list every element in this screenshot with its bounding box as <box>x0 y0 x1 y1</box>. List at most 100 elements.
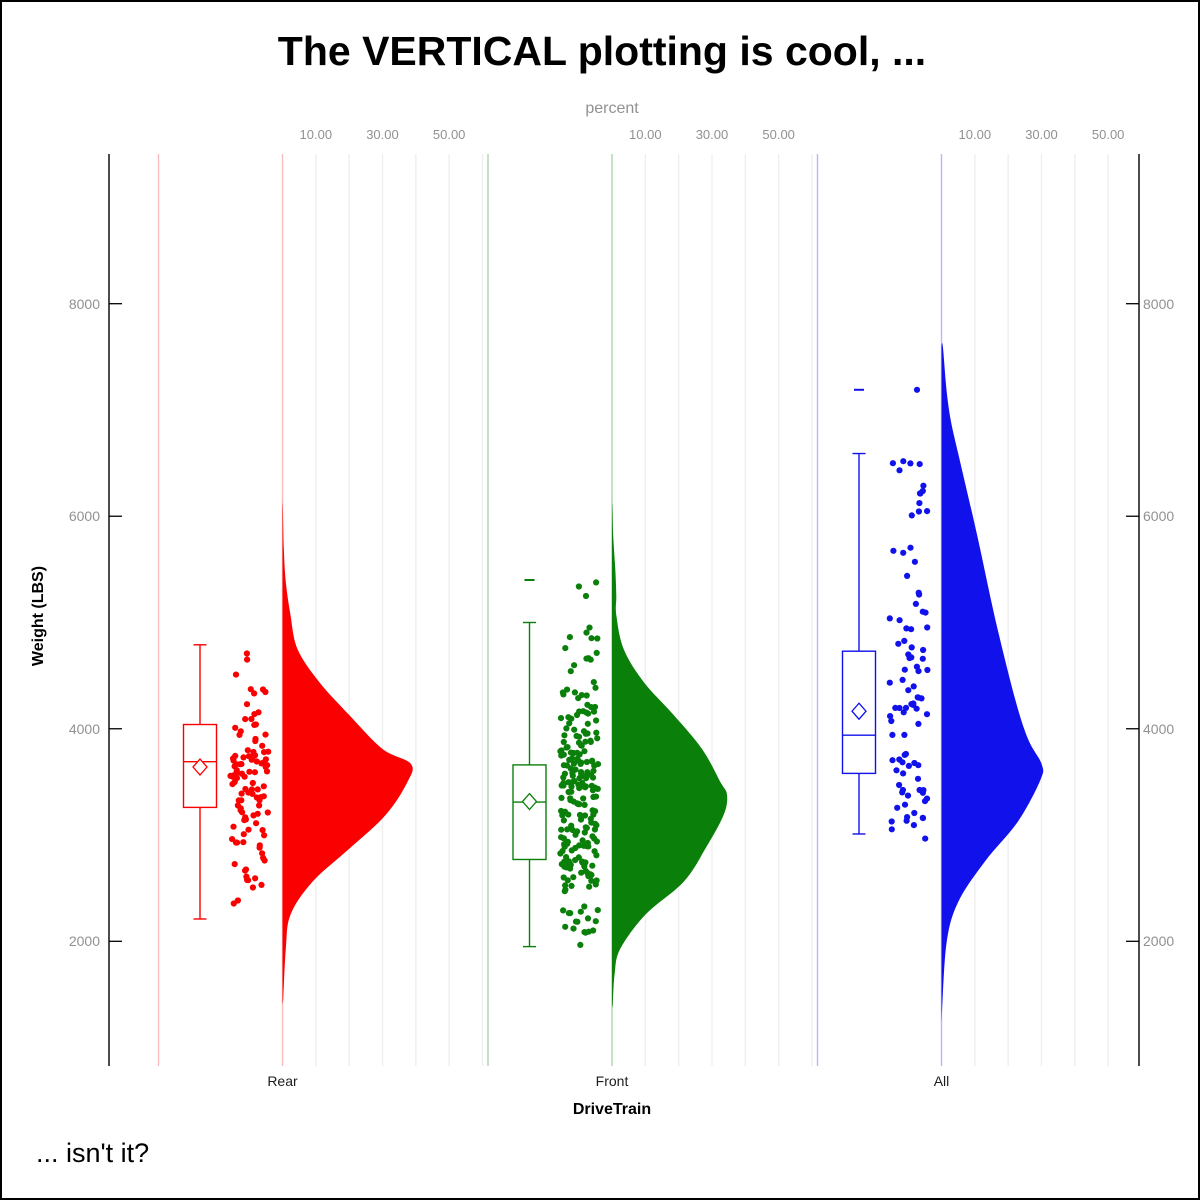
data-point <box>915 508 923 515</box>
data-point <box>572 831 579 838</box>
data-point <box>899 759 906 766</box>
data-point <box>581 903 588 910</box>
data-point <box>899 786 907 794</box>
mean-diamond <box>192 758 208 777</box>
data-point <box>564 877 571 884</box>
data-point <box>919 655 926 662</box>
data-point <box>233 839 241 846</box>
data-point <box>240 754 247 761</box>
data-point <box>582 592 590 600</box>
mean-diamond <box>851 702 867 721</box>
data-point <box>896 704 903 712</box>
data-point <box>894 804 901 811</box>
data-point <box>557 850 564 857</box>
data-point <box>240 839 247 846</box>
data-point <box>254 786 261 793</box>
data-point <box>582 738 589 745</box>
data-point <box>567 668 574 675</box>
data-point <box>245 826 252 833</box>
data-point <box>588 635 595 642</box>
data-point <box>588 819 595 826</box>
jitter-dots <box>227 650 272 907</box>
weight-tick-label-right: 4000 <box>1143 720 1175 737</box>
weight-axes <box>108 154 1140 1066</box>
half-violin <box>282 502 413 1004</box>
data-point <box>567 749 575 756</box>
data-point <box>588 877 595 884</box>
data-point <box>558 834 565 841</box>
data-point <box>592 684 599 691</box>
data-point <box>568 882 575 890</box>
data-point <box>591 826 599 833</box>
data-point <box>578 770 585 778</box>
data-point <box>919 608 926 615</box>
data-point <box>591 703 599 711</box>
data-point <box>571 662 578 669</box>
data-point <box>583 758 591 766</box>
data-point <box>915 720 922 728</box>
drivetrain-axis-label: DriveTrain <box>572 1101 652 1118</box>
data-point <box>558 752 565 759</box>
data-point <box>238 770 245 777</box>
data-point <box>572 844 579 852</box>
data-point <box>563 762 571 769</box>
data-point <box>575 781 582 788</box>
data-point <box>567 865 574 872</box>
data-point <box>915 762 922 769</box>
data-point <box>904 572 911 580</box>
data-point <box>262 731 269 738</box>
mean-diamond <box>521 792 538 811</box>
data-point <box>572 766 579 773</box>
data-point <box>580 859 587 866</box>
data-point <box>924 624 931 631</box>
data-point <box>244 656 251 663</box>
percent-axis-label: percent <box>585 100 639 117</box>
data-point <box>558 794 565 802</box>
data-point <box>560 779 567 787</box>
data-point <box>259 742 266 749</box>
data-point <box>908 512 915 519</box>
data-point <box>236 731 243 739</box>
data-point <box>907 544 914 551</box>
data-point <box>581 801 588 809</box>
data-point <box>561 863 568 870</box>
data-point <box>919 487 926 495</box>
data-point <box>569 755 576 762</box>
data-point <box>262 688 269 696</box>
data-point <box>593 729 600 736</box>
data-point <box>589 757 596 764</box>
data-point <box>582 730 589 737</box>
data-point <box>592 793 600 800</box>
data-point <box>559 812 566 819</box>
data-point <box>564 826 571 833</box>
data-point <box>577 941 584 949</box>
data-point <box>242 716 249 723</box>
weight-tick-label-right: 8000 <box>1143 295 1175 312</box>
data-point <box>914 694 921 701</box>
data-point <box>573 732 580 740</box>
data-point <box>238 761 245 768</box>
data-point <box>565 714 572 721</box>
data-point <box>908 626 915 633</box>
weight-tick-label-right: 2000 <box>1143 933 1175 950</box>
data-point <box>575 583 583 590</box>
data-point <box>919 815 927 822</box>
data-point <box>577 816 585 823</box>
data-point <box>594 735 601 742</box>
data-point <box>912 600 920 608</box>
percent-tick-label: 10.00 <box>958 127 992 142</box>
data-point <box>584 840 591 848</box>
data-point <box>232 724 239 731</box>
data-point <box>903 625 910 632</box>
data-point <box>230 900 237 907</box>
data-point <box>924 666 931 674</box>
group-lines-rear <box>157 154 284 1066</box>
data-point <box>580 795 587 802</box>
data-point <box>895 640 902 647</box>
data-point <box>243 701 251 708</box>
data-point <box>592 881 599 888</box>
data-point <box>908 644 915 651</box>
percent-tick-label: 50.00 <box>762 127 795 142</box>
data-point <box>255 709 262 716</box>
data-point <box>922 835 929 842</box>
